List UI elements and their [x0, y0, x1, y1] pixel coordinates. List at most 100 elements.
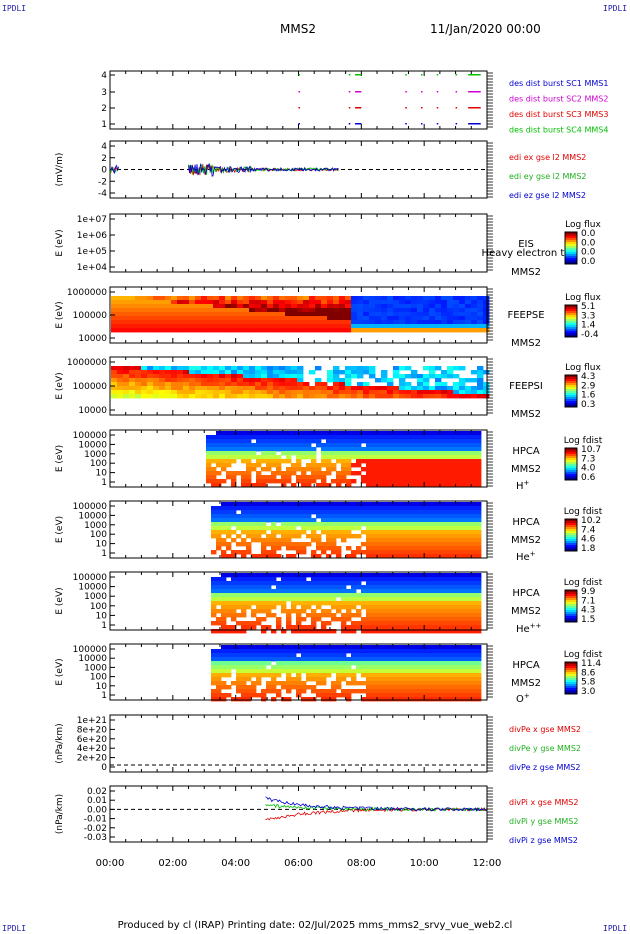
- y-tick-label: -2: [98, 177, 107, 187]
- spectrogram-cell: [225, 386, 232, 391]
- spectrogram-cell: [396, 649, 402, 654]
- spectrogram-cell: [321, 593, 327, 598]
- spectrogram-cell: [446, 554, 452, 559]
- spectrogram-cell: [206, 451, 212, 456]
- spectrogram-cell: [346, 661, 352, 666]
- spectrogram-cell: [177, 390, 184, 395]
- spectrogram-cell: [236, 447, 242, 452]
- spectrogram-cell: [429, 304, 436, 309]
- spectrogram-cell: [426, 625, 432, 630]
- colorbar-tick-label: 9.9: [581, 587, 596, 597]
- spectrogram-cell: [297, 328, 304, 333]
- spectrogram-cell: [201, 328, 208, 333]
- spectrogram-cell: [211, 681, 217, 686]
- spectrogram-cell: [316, 657, 322, 662]
- y-tick-label: 10000: [78, 440, 107, 450]
- spectrogram-cell: [461, 629, 467, 634]
- spectrogram-cell: [206, 475, 212, 480]
- spectrogram-cell: [246, 673, 252, 678]
- spectrogram-cell: [316, 617, 322, 622]
- spectrogram-cell: [301, 665, 307, 670]
- spectrogram-cell: [396, 479, 402, 484]
- spectrogram-cell: [271, 685, 277, 690]
- spectrogram-cell: [336, 439, 342, 444]
- spectrogram-cell: [371, 435, 377, 440]
- spectrogram-cell: [297, 390, 304, 395]
- spectrogram-cell: [216, 689, 222, 694]
- spectrogram-cell: [366, 431, 372, 436]
- spectrogram-cell: [195, 386, 202, 391]
- spectrogram-cell: [211, 661, 217, 666]
- spectrogram-cell: [201, 324, 208, 329]
- spectrogram-cell: [401, 697, 407, 702]
- spectrogram-cell: [279, 394, 286, 399]
- spectrogram-cell: [431, 483, 437, 488]
- spectrogram-cell: [285, 390, 292, 395]
- spectrogram-cell: [423, 382, 430, 387]
- spectrogram-cell: [311, 657, 317, 662]
- spectrogram-cell: [447, 328, 454, 333]
- spectrogram-cell: [306, 542, 312, 547]
- spectrogram-cell: [391, 542, 397, 547]
- spectrogram-cell: [117, 382, 124, 387]
- spectrogram-cell: [351, 390, 358, 395]
- spectrogram-cell: [286, 479, 292, 484]
- spectrogram-cell: [207, 304, 214, 309]
- spectrogram-cell: [456, 573, 462, 578]
- spectrogram-cell: [241, 459, 247, 464]
- spectrogram-cell: [213, 386, 220, 391]
- spectrogram-cell: [183, 386, 190, 391]
- spectrogram-cell: [351, 645, 357, 650]
- spectrogram-cell: [466, 435, 472, 440]
- species-label: He++: [516, 622, 542, 635]
- spectrogram-cell: [211, 697, 217, 702]
- spectrogram-cell: [396, 581, 402, 586]
- spectrogram-cell: [316, 585, 322, 590]
- spectrogram-cell: [123, 366, 130, 371]
- spectrogram-cell: [316, 673, 322, 678]
- spectrogram-cell: [376, 677, 382, 682]
- spectrogram-cell: [251, 514, 257, 519]
- spectrogram-cell: [431, 550, 437, 555]
- spectrogram-cell: [311, 677, 317, 682]
- spectrogram-cell: [276, 542, 282, 547]
- spectrogram-cell: [426, 617, 432, 622]
- spectrogram-cell: [381, 542, 387, 547]
- spectrogram-cell: [426, 550, 432, 555]
- burst-segment: [455, 91, 458, 93]
- spectrogram-cell: [177, 300, 184, 305]
- spectrogram-cell: [246, 605, 252, 610]
- spectrogram-cell: [246, 589, 252, 594]
- spectrogram-cell: [316, 613, 322, 618]
- spectrogram-cell: [326, 439, 332, 444]
- spectrogram-cell: [366, 649, 372, 654]
- spectrogram-cell: [406, 605, 412, 610]
- spectrogram-cell: [381, 451, 387, 456]
- spectrogram-cell: [356, 573, 362, 578]
- spectrogram-cell: [401, 617, 407, 622]
- spectrogram-cell: [476, 467, 482, 472]
- spectrogram-cell: [411, 593, 417, 598]
- spectrogram-cell: [465, 312, 472, 317]
- spectrogram-cell: [396, 661, 402, 666]
- spectrogram-cell: [456, 629, 462, 634]
- spectrogram-cell: [391, 439, 397, 444]
- spectrogram-cell: [451, 597, 457, 602]
- spectrogram-cell: [361, 577, 367, 582]
- spectrogram-cell: [326, 581, 332, 586]
- spectrogram-cell: [351, 370, 358, 375]
- spectrogram-cell: [416, 593, 422, 598]
- spectrogram-cell: [381, 435, 387, 440]
- spectrogram-cell: [399, 316, 406, 321]
- spectrogram-cell: [226, 609, 232, 614]
- spectrogram-cell: [416, 625, 422, 630]
- spectrogram-cell: [396, 467, 402, 472]
- spectrogram-cell: [276, 657, 282, 662]
- spectrogram-cell: [225, 382, 232, 387]
- spectrogram-cell: [327, 378, 334, 383]
- panel-frame: [109, 714, 488, 773]
- spectrogram-cell: [326, 693, 332, 698]
- spectrogram-cell: [331, 645, 337, 650]
- spectrogram-cell: [346, 649, 352, 654]
- spectrogram-cell: [276, 467, 282, 472]
